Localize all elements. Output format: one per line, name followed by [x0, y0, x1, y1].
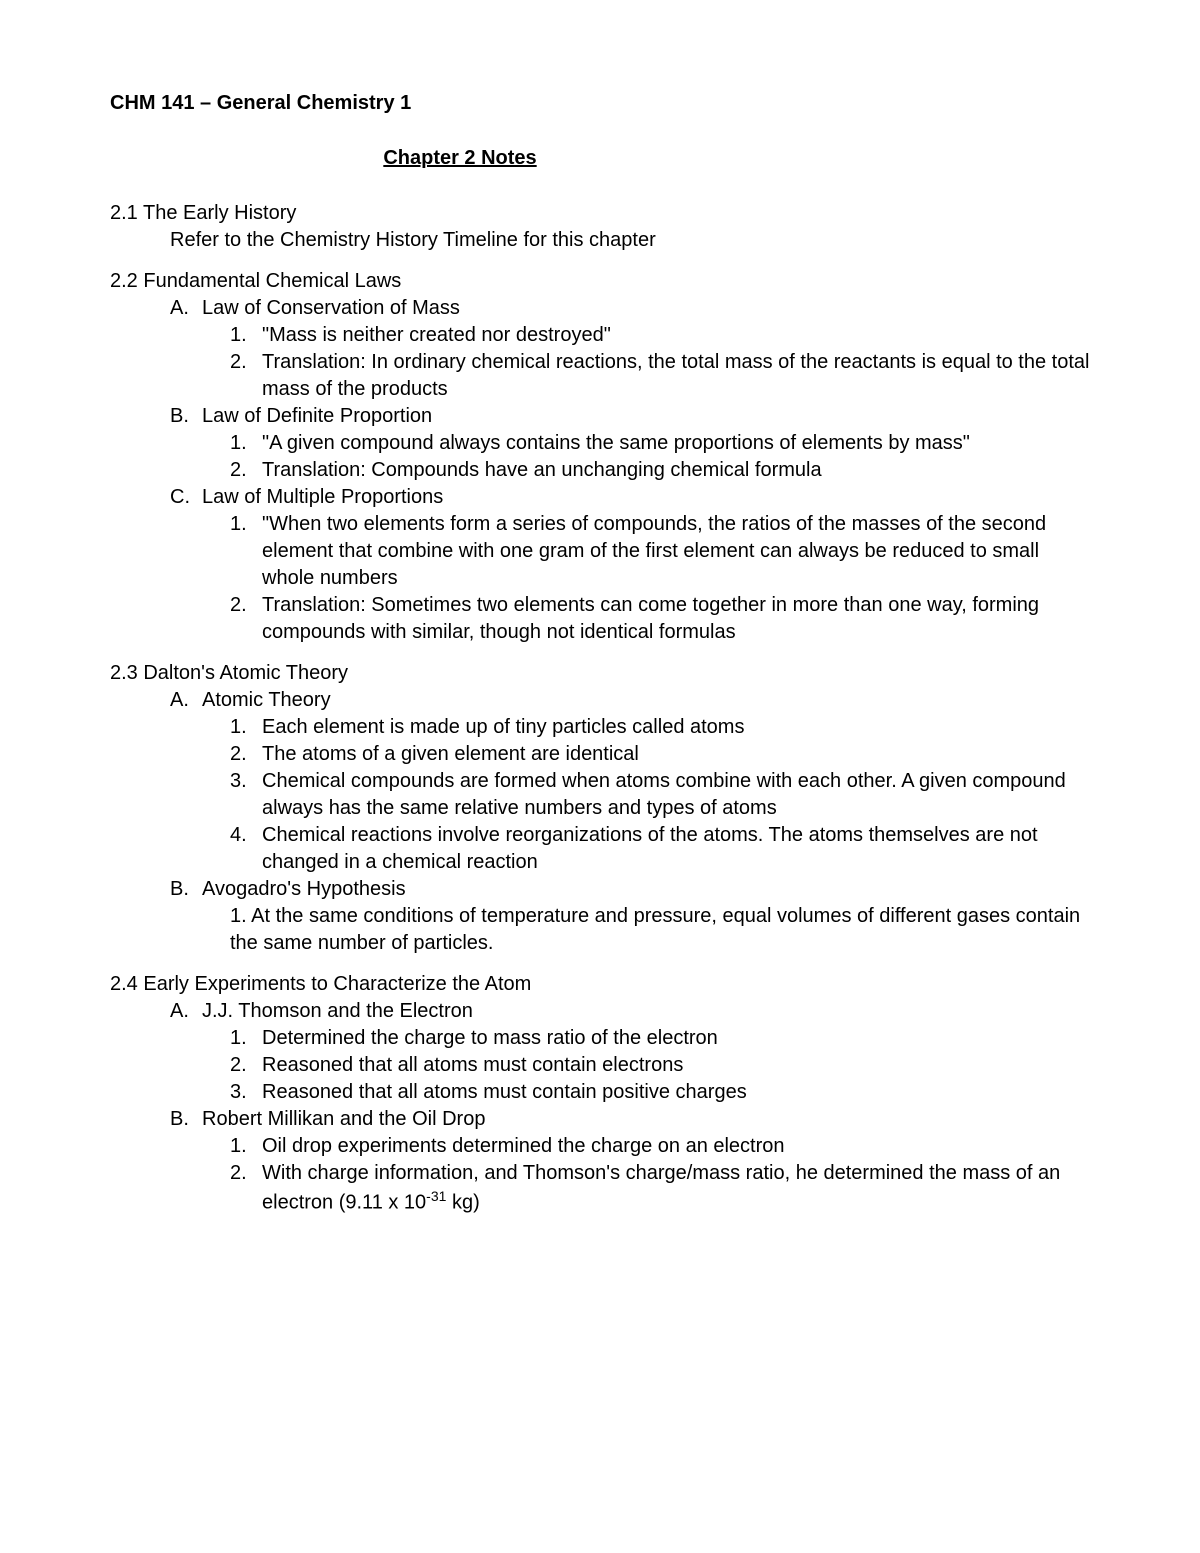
item-2-4-A-3: 3. Reasoned that all atoms must contain …	[230, 1079, 1090, 1106]
item-2-4-B: B. Robert Millikan and the Oil Drop	[170, 1106, 1090, 1133]
section-2-2-heading: 2.2 Fundamental Chemical Laws	[110, 268, 1090, 295]
item-text: Atomic Theory	[202, 687, 331, 714]
exponent: -31	[426, 1188, 446, 1204]
marker: 2.	[230, 349, 262, 403]
item-text: "When two elements form a series of comp…	[262, 511, 1090, 592]
item-text: Robert Millikan and the Oil Drop	[202, 1106, 485, 1133]
section-2-1-text: Refer to the Chemistry History Timeline …	[170, 227, 1090, 254]
item-2-2-C: C. Law of Multiple Proportions	[170, 484, 1090, 511]
item-2-3-B-1: 1. At the same conditions of temperature…	[230, 903, 1090, 957]
item-text: Law of Definite Proportion	[202, 403, 432, 430]
item-text: Chemical compounds are formed when atoms…	[262, 768, 1090, 822]
item-text: Avogadro's Hypothesis	[202, 876, 406, 903]
chapter-title: Chapter 2 Notes	[0, 145, 1090, 172]
item-text: Oil drop experiments determined the char…	[262, 1133, 785, 1160]
item-2-2-B-1: 1. "A given compound always contains the…	[230, 430, 1090, 457]
marker: A.	[170, 687, 202, 714]
course-title: CHM 141 – General Chemistry 1	[110, 90, 1090, 117]
marker: A.	[170, 998, 202, 1025]
item-text: Law of Multiple Proportions	[202, 484, 443, 511]
item-2-4-A-2: 2. Reasoned that all atoms must contain …	[230, 1052, 1090, 1079]
marker: B.	[170, 1106, 202, 1133]
marker: 1.	[230, 1025, 262, 1052]
item-2-2-A: A. Law of Conservation of Mass	[170, 295, 1090, 322]
item-text: J.J. Thomson and the Electron	[202, 998, 473, 1025]
item-text: Law of Conservation of Mass	[202, 295, 460, 322]
marker: C.	[170, 484, 202, 511]
item-text: "A given compound always contains the sa…	[262, 430, 970, 457]
item-text: With charge information, and Thomson's c…	[262, 1160, 1090, 1217]
marker: 2.	[230, 741, 262, 768]
marker: 2.	[230, 1160, 262, 1217]
item-2-3-A: A. Atomic Theory	[170, 687, 1090, 714]
item-text: Translation: In ordinary chemical reacti…	[262, 349, 1090, 403]
item-2-3-B: B. Avogadro's Hypothesis	[170, 876, 1090, 903]
section-2-1-heading: 2.1 The Early History	[110, 200, 1090, 227]
item-2-4-A-1: 1. Determined the charge to mass ratio o…	[230, 1025, 1090, 1052]
section-2-4-heading: 2.4 Early Experiments to Characterize th…	[110, 971, 1090, 998]
marker: 1.	[230, 322, 262, 349]
item-2-4-B-1: 1. Oil drop experiments determined the c…	[230, 1133, 1090, 1160]
item-2-4-A: A. J.J. Thomson and the Electron	[170, 998, 1090, 1025]
item-2-3-A-2: 2. The atoms of a given element are iden…	[230, 741, 1090, 768]
item-2-2-A-2: 2. Translation: In ordinary chemical rea…	[230, 349, 1090, 403]
marker: B.	[170, 403, 202, 430]
marker: 2.	[230, 592, 262, 646]
marker: 1.	[230, 714, 262, 741]
item-text: "Mass is neither created nor destroyed"	[262, 322, 611, 349]
section-2-3-heading: 2.3 Dalton's Atomic Theory	[110, 660, 1090, 687]
marker: 3.	[230, 1079, 262, 1106]
marker: 1.	[230, 1133, 262, 1160]
item-2-2-A-1: 1. "Mass is neither created nor destroye…	[230, 322, 1090, 349]
marker: B.	[170, 876, 202, 903]
item-2-3-A-4: 4. Chemical reactions involve reorganiza…	[230, 822, 1090, 876]
item-2-4-B-2: 2. With charge information, and Thomson'…	[230, 1160, 1090, 1217]
item-text: The atoms of a given element are identic…	[262, 741, 639, 768]
item-text: Translation: Sometimes two elements can …	[262, 592, 1090, 646]
item-2-2-C-1: 1. "When two elements form a series of c…	[230, 511, 1090, 592]
item-2-2-C-2: 2. Translation: Sometimes two elements c…	[230, 592, 1090, 646]
item-2-2-B-2: 2. Translation: Compounds have an unchan…	[230, 457, 1090, 484]
item-text: Translation: Compounds have an unchangin…	[262, 457, 822, 484]
marker: 2.	[230, 1052, 262, 1079]
item-2-3-A-3: 3. Chemical compounds are formed when at…	[230, 768, 1090, 822]
item-text: Chemical reactions involve reorganizatio…	[262, 822, 1090, 876]
item-2-2-B: B. Law of Definite Proportion	[170, 403, 1090, 430]
marker: 2.	[230, 457, 262, 484]
item-text: Reasoned that all atoms must contain pos…	[262, 1079, 747, 1106]
marker: 4.	[230, 822, 262, 876]
marker: 1.	[230, 430, 262, 457]
item-2-3-A-1: 1. Each element is made up of tiny parti…	[230, 714, 1090, 741]
marker: 1.	[230, 511, 262, 592]
item-text: Each element is made up of tiny particle…	[262, 714, 744, 741]
item-text: Determined the charge to mass ratio of t…	[262, 1025, 718, 1052]
marker: A.	[170, 295, 202, 322]
marker: 3.	[230, 768, 262, 822]
item-text: Reasoned that all atoms must contain ele…	[262, 1052, 683, 1079]
